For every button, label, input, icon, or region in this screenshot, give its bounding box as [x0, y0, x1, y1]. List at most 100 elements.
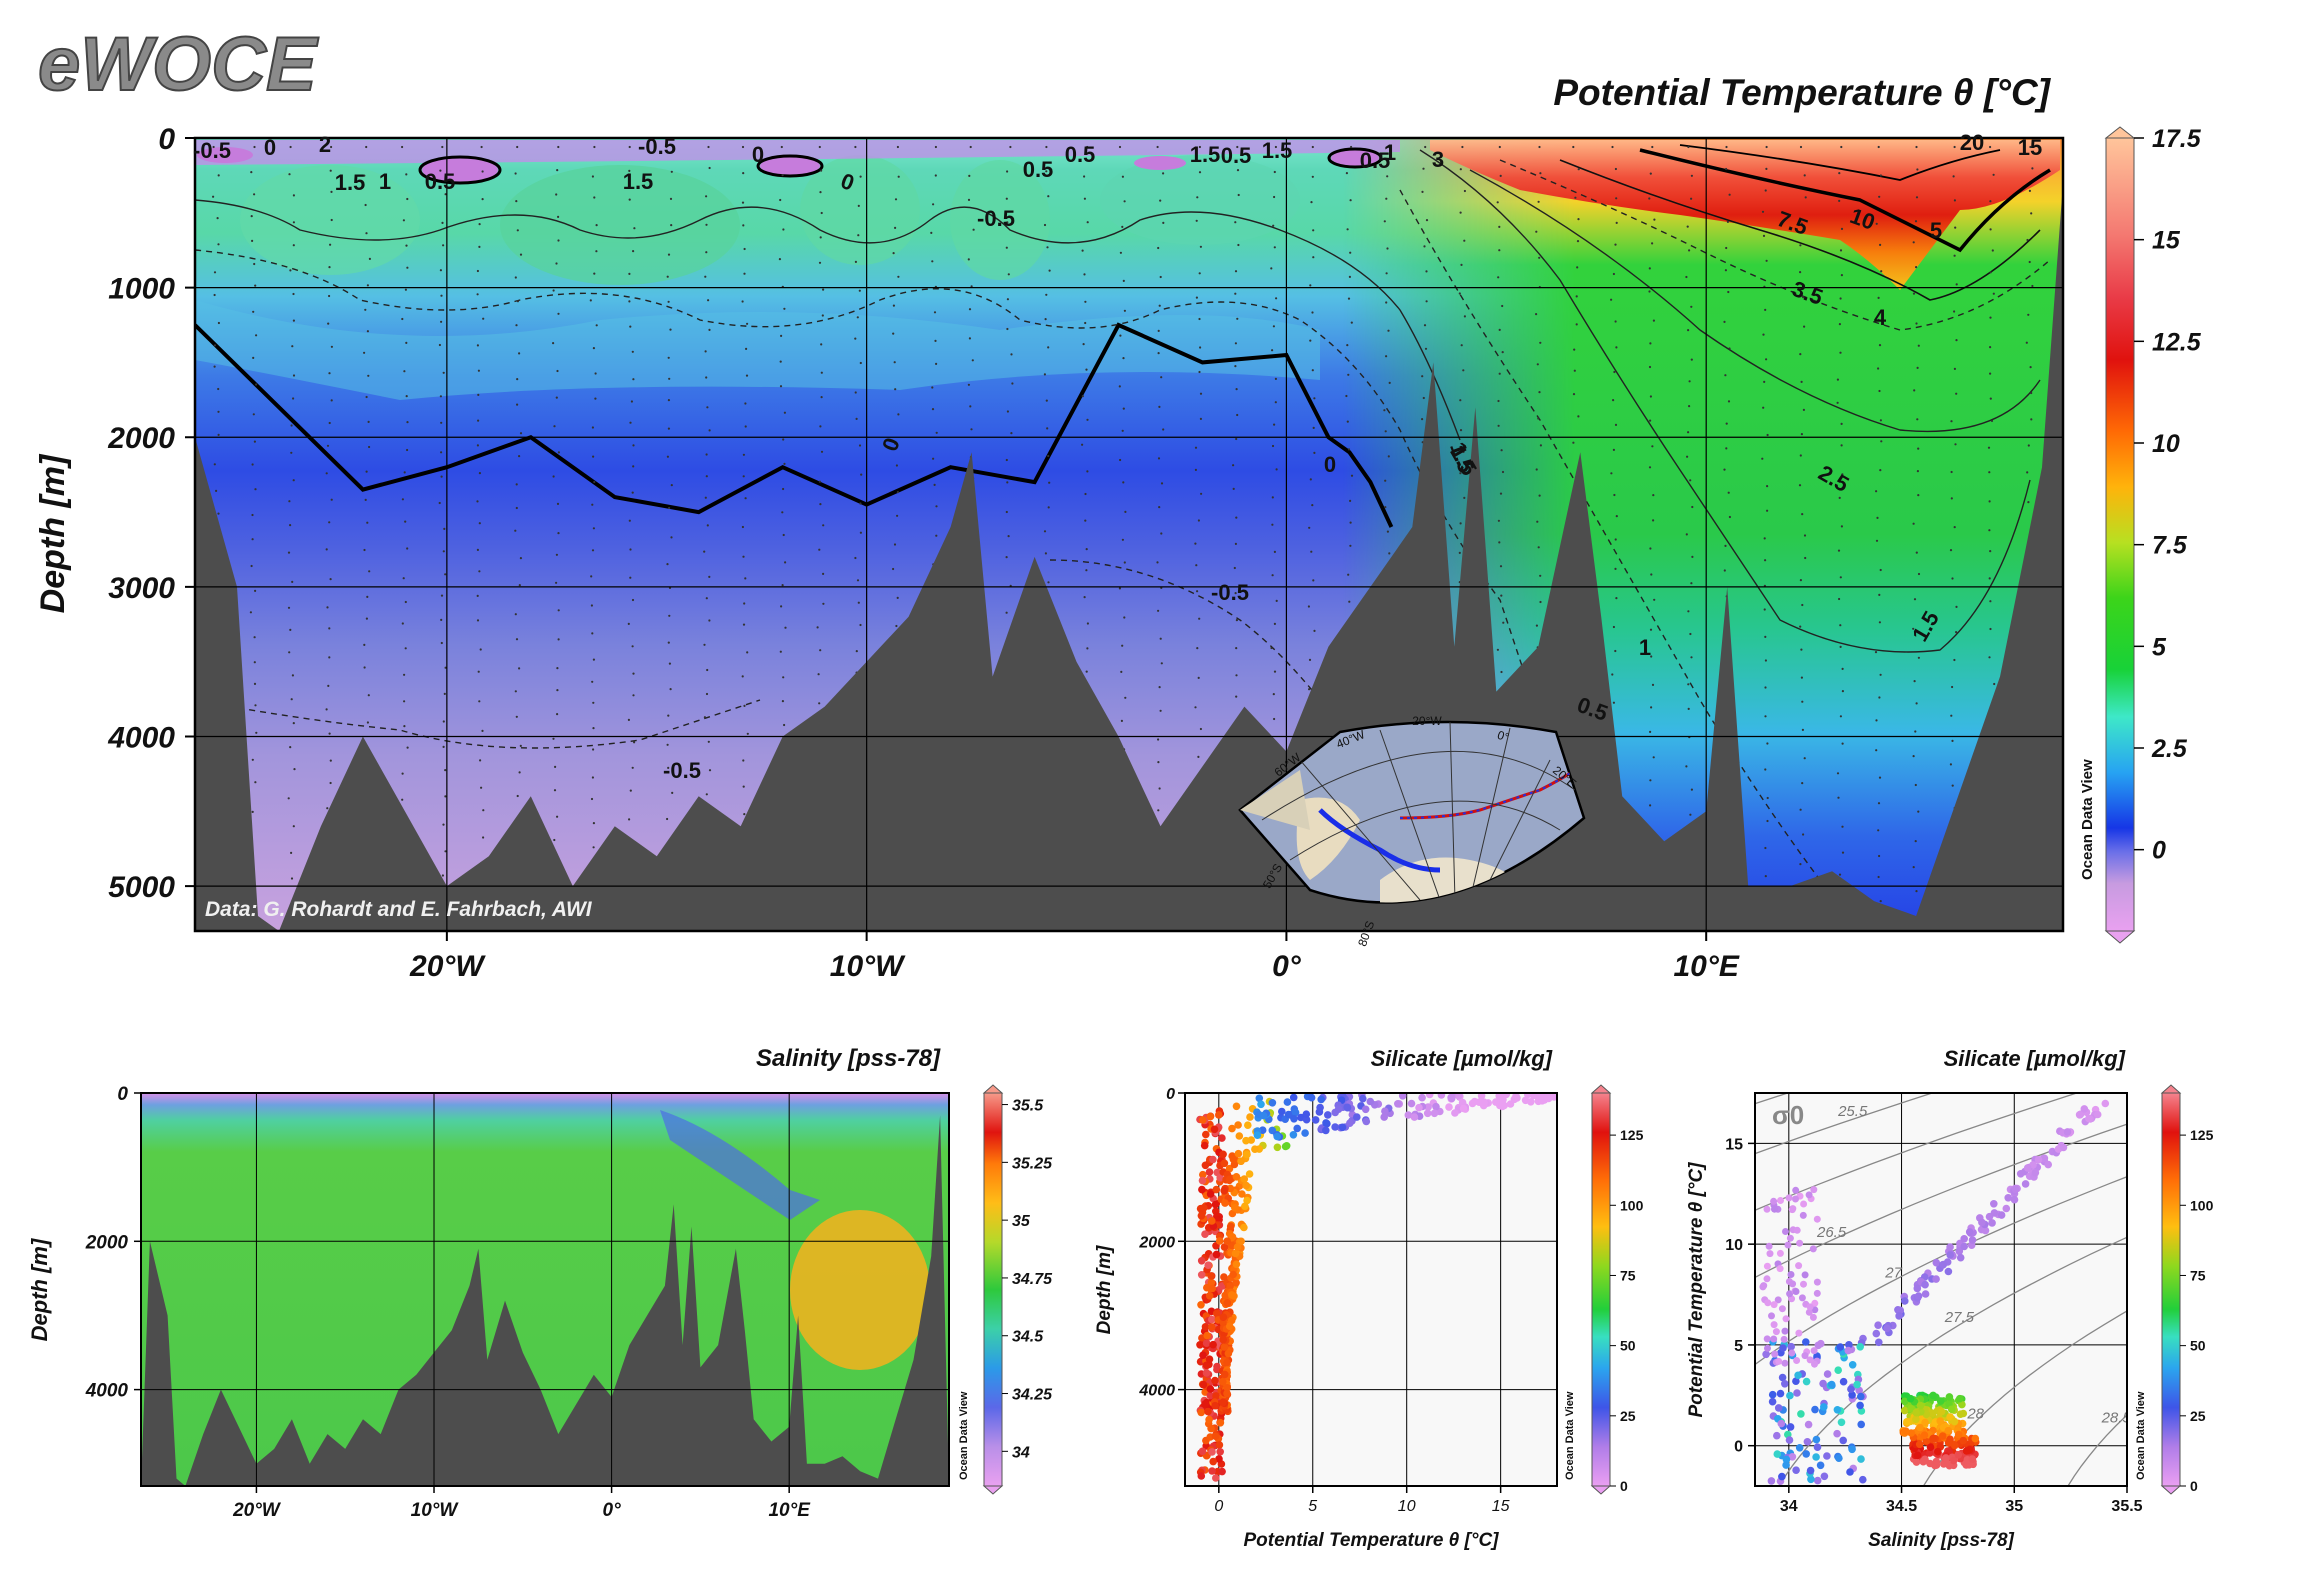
sample-dot	[1349, 521, 1352, 524]
sample-dot	[1577, 218, 1580, 221]
sample-dot	[440, 320, 443, 323]
ts-point	[1763, 1335, 1771, 1343]
sample-dot	[858, 444, 862, 447]
sample-dot	[1614, 649, 1617, 653]
sample-dot	[1005, 611, 1008, 614]
salinity-axes-frame	[140, 1092, 950, 1487]
silicate-point	[1200, 1141, 1209, 1150]
silicate-point	[1206, 1112, 1215, 1121]
silicate-cbar-tick-label: 25	[1620, 1408, 1636, 1424]
sample-dot	[1005, 197, 1008, 200]
sample-dot	[478, 245, 481, 248]
silicate-point	[1246, 1113, 1254, 1121]
main-cbar-tick-label: 10	[2152, 430, 2180, 458]
salinity-x-tick-label: 20°W	[232, 1500, 282, 1521]
main-ylabel: Depth [m]	[34, 453, 72, 613]
sample-dot	[516, 300, 520, 303]
silicate-point	[1234, 1149, 1243, 1158]
sample-dot	[667, 766, 670, 770]
sample-dot	[289, 746, 292, 749]
sample-dot	[1498, 541, 1501, 544]
sample-dot	[1498, 328, 1501, 331]
sample-dot	[857, 204, 860, 207]
sample-dot	[1162, 172, 1165, 175]
sample-dot	[1991, 249, 1994, 252]
sample-dot	[1764, 659, 1767, 662]
sample-dot	[481, 198, 484, 201]
ts-point	[1915, 1440, 1924, 1449]
sample-dot	[555, 396, 558, 399]
sample-dot	[1198, 171, 1202, 174]
sample-dot	[706, 668, 709, 672]
sample-dot	[746, 732, 749, 735]
sample-dot	[1310, 201, 1313, 204]
sample-dot	[1916, 366, 1919, 369]
sample-dot	[1728, 347, 1731, 350]
sample-dot	[477, 670, 480, 673]
sample-dot	[1236, 413, 1239, 417]
ts-point	[1968, 1236, 1977, 1244]
silicate-point	[1198, 1447, 1207, 1456]
sample-dot	[1878, 344, 1882, 347]
ts-point	[1950, 1417, 1959, 1426]
ts-point	[1781, 1380, 1789, 1388]
silicate-cbar-tick-label: 50	[1620, 1338, 1636, 1354]
sample-dot	[363, 174, 366, 177]
sample-dot	[1766, 509, 1769, 512]
sample-dot	[1799, 353, 1802, 356]
silicate-point	[1245, 1170, 1254, 1178]
sample-dot	[819, 425, 822, 428]
ts-x-tick-label: 35	[2005, 1498, 2023, 1515]
sample-dot	[1346, 344, 1349, 347]
sample-dot	[1461, 145, 1464, 149]
salinity-y-tick-label: 0	[117, 1084, 128, 1105]
sample-dot	[1237, 243, 1240, 247]
silicate-point	[1197, 1472, 1206, 1480]
sample-dot	[1234, 592, 1237, 595]
sample-dot	[1989, 627, 1992, 631]
sample-dot	[1081, 395, 1084, 398]
sample-dot	[554, 765, 557, 769]
sample-dot	[820, 211, 823, 215]
ts-point	[1872, 1329, 1881, 1338]
ts-point	[2011, 1185, 2020, 1194]
sample-dot	[401, 145, 404, 149]
sample-dot	[1349, 251, 1352, 254]
sample-dot	[1690, 358, 1693, 361]
ts-point	[1787, 1271, 1795, 1278]
sample-dot	[1988, 500, 1991, 503]
ts-point	[1770, 1335, 1778, 1343]
sample-dot	[1800, 648, 1803, 651]
sample-dot	[365, 232, 368, 235]
sample-dot	[896, 145, 900, 149]
sample-dot	[1086, 647, 1089, 650]
sample-dot	[1157, 761, 1160, 764]
ts-point	[1845, 1341, 1853, 1349]
sample-dot	[1612, 448, 1615, 451]
sample-dot	[1539, 574, 1542, 577]
sample-dot	[330, 190, 333, 193]
silicate-point	[1209, 1155, 1217, 1164]
sample-dot	[1912, 292, 1916, 295]
silicate-point	[1219, 1398, 1227, 1407]
sample-dot	[363, 548, 366, 552]
silicate-point	[1205, 1355, 1214, 1363]
ts-point	[1813, 1278, 1821, 1286]
sample-dot	[516, 403, 519, 406]
sample-dot	[253, 682, 257, 686]
sample-dot	[1649, 547, 1652, 550]
silicate-point	[1240, 1175, 1249, 1183]
silicate-point	[1209, 1457, 1217, 1466]
sample-dot	[1879, 568, 1882, 572]
sample-dot	[1047, 346, 1050, 349]
sample-dot	[1877, 296, 1880, 299]
sample-dot	[1235, 437, 1238, 441]
silicate-point	[1224, 1349, 1233, 1358]
ts-point	[1782, 1461, 1790, 1469]
ts-point	[1914, 1292, 1923, 1300]
sample-dot	[1121, 538, 1124, 541]
ts-point	[1782, 1228, 1789, 1235]
sample-dot	[366, 284, 369, 287]
ts-point	[1787, 1342, 1795, 1351]
silicate-y-tick-label: 4000	[1138, 1383, 1175, 1400]
